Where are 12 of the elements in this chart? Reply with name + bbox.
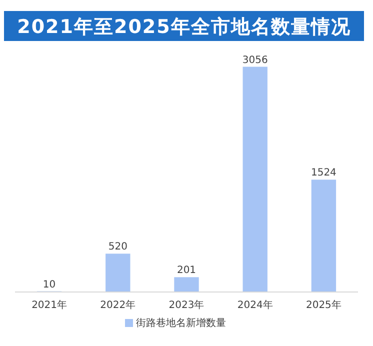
x-tick-label: 2024年 [237,299,273,311]
x-tick-label: 2022年 [100,299,136,311]
x-tick-label: 2025年 [306,299,342,311]
x-tick-label: 2021年 [32,299,68,311]
data-label: 520 [108,242,128,253]
legend-label: 街路巷地名新增数量 [136,317,226,329]
x-tick-label: 2023年 [168,299,204,311]
data-label: 1524 [310,168,336,179]
data-label: 201 [176,265,196,276]
data-label: 10 [42,279,56,290]
data-label: 3056 [242,54,268,66]
chart-title: 2021年至2025年全市地名数量情况 [17,16,351,38]
